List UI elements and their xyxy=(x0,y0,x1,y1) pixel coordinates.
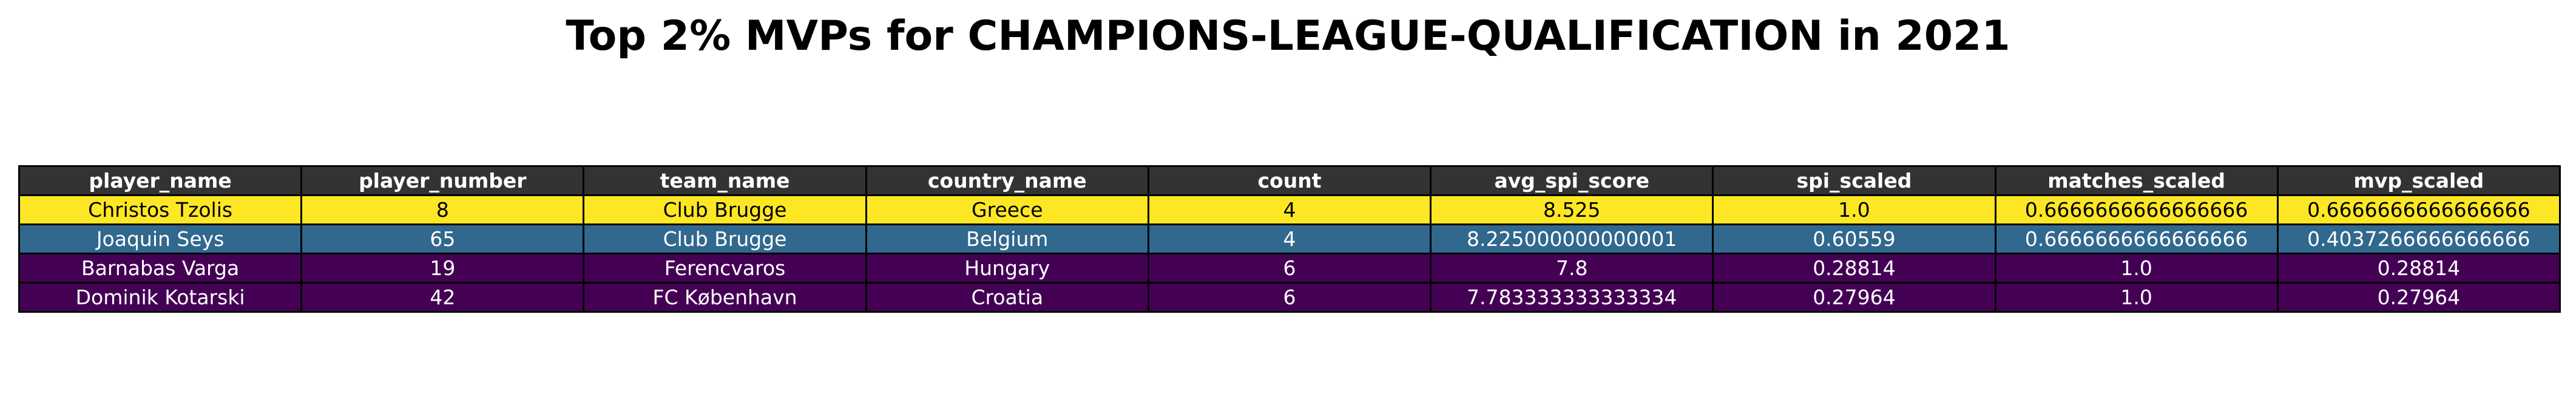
cell-team-name: FC København xyxy=(583,282,867,313)
cell-team-name: Club Brugge xyxy=(583,223,867,254)
cell-player-number: 65 xyxy=(300,223,585,254)
cell-player-name: Barnabas Varga xyxy=(18,253,303,284)
cell-player-number: 42 xyxy=(300,282,585,313)
column-header-mvp-scaled: mvp_scaled xyxy=(2276,165,2561,196)
column-header-team-name: team_name xyxy=(583,165,867,196)
column-header-player-number: player_number xyxy=(300,165,585,196)
column-header-count: count xyxy=(1147,165,1432,196)
cell-player-name: Christos Tzolis xyxy=(18,194,303,225)
cell-matches-scaled: 0.6666666666666666 xyxy=(1994,194,2279,225)
cell-mvp-scaled: 0.4037266666666666 xyxy=(2276,223,2561,254)
column-header-avg-spi-score: avg_spi_score xyxy=(1430,165,1714,196)
column-header-country-name: country_name xyxy=(865,165,1149,196)
cell-matches-scaled: 1.0 xyxy=(1994,253,2279,284)
mvp-table: player_name player_number team_name country… xyxy=(18,165,2561,313)
cell-spi-scaled: 0.28814 xyxy=(1712,253,1996,284)
column-header-matches-scaled: matches_scaled xyxy=(1994,165,2279,196)
cell-player-name: Joaquin Seys xyxy=(18,223,303,254)
table-row: Christos Tzolis 8 Club Brugge Greece 4 8.525 1… xyxy=(18,194,2561,225)
cell-mvp-scaled: 0.6666666666666666 xyxy=(2276,194,2561,225)
cell-country-name: Croatia xyxy=(865,282,1149,313)
cell-player-number: 8 xyxy=(300,194,585,225)
cell-avg-spi-score: 8.225000000000001 xyxy=(1430,223,1714,254)
table-body: Christos Tzolis 8 Club Brugge Greece 4 8.525 1… xyxy=(18,194,2561,313)
cell-count: 4 xyxy=(1147,194,1432,225)
column-header-spi-scaled: spi_scaled xyxy=(1712,165,1996,196)
table-header: player_name player_number team_name country… xyxy=(18,165,2561,196)
cell-spi-scaled: 1.0 xyxy=(1712,194,1996,225)
cell-mvp-scaled: 0.27964 xyxy=(2276,282,2561,313)
cell-mvp-scaled: 0.28814 xyxy=(2276,253,2561,284)
cell-count: 4 xyxy=(1147,223,1432,254)
table-row: Joaquin Seys 65 Club Brugge Belgium 4 8.22500… xyxy=(18,223,2561,254)
cell-avg-spi-score: 7.783333333333334 xyxy=(1430,282,1714,313)
table-row: Barnabas Varga 19 Ferencvaros Hungary 6 7.8 0.… xyxy=(18,253,2561,284)
cell-team-name: Ferencvaros xyxy=(583,253,867,284)
chart-title: Top 2% MVPs for CHAMPIONS-LEAGUE-QUALIFI… xyxy=(566,12,2010,60)
table-row: Dominik Kotarski 42 FC København Croatia 6 7.… xyxy=(18,282,2561,313)
mvp-table-container: player_name player_number team_name country… xyxy=(18,165,2561,313)
cell-spi-scaled: 0.27964 xyxy=(1712,282,1996,313)
header-row: player_name player_number team_name country… xyxy=(18,165,2561,196)
cell-count: 6 xyxy=(1147,253,1432,284)
cell-country-name: Hungary xyxy=(865,253,1149,284)
cell-avg-spi-score: 8.525 xyxy=(1430,194,1714,225)
cell-player-name: Dominik Kotarski xyxy=(18,282,303,313)
cell-player-number: 19 xyxy=(300,253,585,284)
cell-matches-scaled: 0.6666666666666666 xyxy=(1994,223,2279,254)
cell-country-name: Belgium xyxy=(865,223,1149,254)
cell-country-name: Greece xyxy=(865,194,1149,225)
cell-team-name: Club Brugge xyxy=(583,194,867,225)
column-header-player-name: player_name xyxy=(18,165,303,196)
cell-matches-scaled: 1.0 xyxy=(1994,282,2279,313)
cell-avg-spi-score: 7.8 xyxy=(1430,253,1714,284)
cell-spi-scaled: 0.60559 xyxy=(1712,223,1996,254)
cell-count: 6 xyxy=(1147,282,1432,313)
